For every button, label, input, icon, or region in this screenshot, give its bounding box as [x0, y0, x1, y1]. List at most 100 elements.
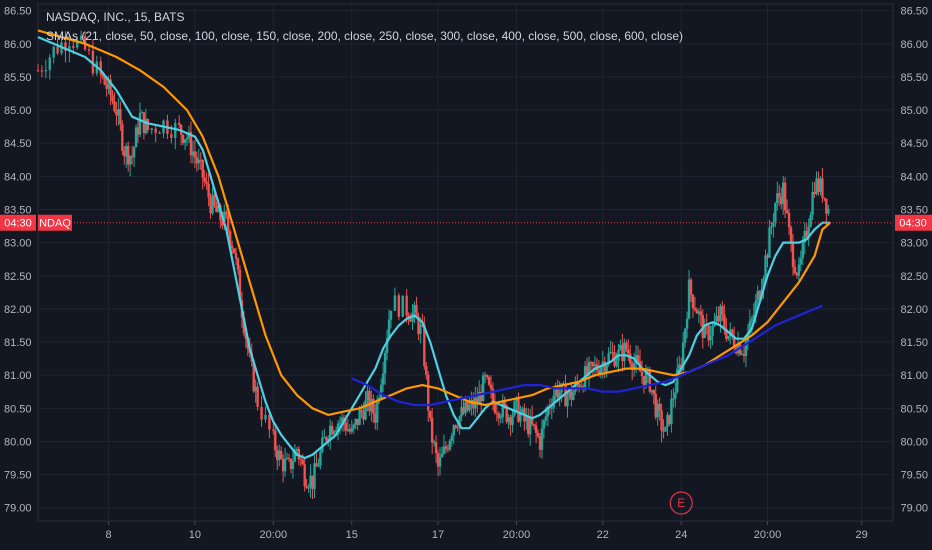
x-tick-label: 10: [189, 529, 201, 541]
price-tag-right: [895, 214, 932, 231]
candle-body: [815, 178, 818, 195]
y-tick-label-right: 86.00: [900, 39, 928, 51]
plot-area[interactable]: [37, 3, 894, 522]
candle-body: [695, 309, 699, 314]
candle-body: [252, 361, 255, 392]
candle-body: [536, 432, 540, 437]
candle-body: [791, 243, 795, 268]
candle-body: [795, 273, 799, 276]
candle-body: [566, 395, 569, 407]
y-tick-label-left: 80.50: [4, 403, 32, 415]
candle-body: [346, 429, 350, 431]
candle-body: [615, 360, 618, 367]
candle-body: [301, 459, 304, 465]
candle-body: [356, 418, 359, 425]
candle-body: [793, 267, 797, 274]
candle-body: [683, 328, 687, 343]
candle-body: [256, 386, 259, 407]
candle-body: [132, 147, 136, 158]
candle-body: [766, 255, 769, 258]
candle-body: [348, 429, 352, 432]
indicator-label[interactable]: SMAs (21, close, 50, close, 100, close, …: [46, 29, 684, 43]
candle-body: [489, 384, 493, 389]
candle-body: [383, 352, 387, 374]
candle-body: [117, 109, 120, 116]
candle-body: [813, 192, 816, 195]
candle-body: [287, 457, 291, 459]
candle-body: [503, 400, 506, 406]
candle-body: [778, 193, 781, 197]
candle-body: [678, 364, 681, 369]
candle-body: [111, 95, 114, 102]
candle-body: [83, 35, 87, 50]
candle-body: [177, 122, 181, 125]
candle-body: [762, 278, 765, 290]
y-tick-label-right: 83.50: [900, 204, 928, 216]
candle-body: [827, 209, 830, 214]
candle-body: [817, 178, 820, 192]
candle-body: [787, 213, 791, 228]
candle-body: [311, 475, 314, 489]
candle-body: [199, 159, 202, 161]
sma-line-sma-100[interactable]: [351, 304, 823, 407]
candle-body: [605, 364, 608, 372]
candle-body: [379, 384, 383, 398]
candle-body: [362, 411, 365, 420]
candle-body: [632, 362, 636, 370]
candle-body: [495, 412, 499, 414]
candle-body: [499, 417, 502, 419]
symbol-tag-label: NDAQ: [39, 218, 71, 230]
y-tick-label-left: 80.00: [4, 436, 32, 448]
candle-body: [138, 112, 142, 135]
candle-body: [670, 398, 673, 425]
earnings-marker[interactable]: [669, 491, 693, 515]
candle-body: [529, 416, 532, 435]
candle-body: [291, 461, 295, 469]
candle-body: [385, 338, 389, 353]
candle-body: [452, 425, 455, 436]
candle-body: [693, 308, 697, 310]
candle-body: [758, 291, 761, 299]
candle-body: [621, 344, 624, 362]
candle-body: [764, 255, 767, 279]
candle-body: [352, 424, 355, 429]
y-tick-label-right: 86.50: [900, 6, 928, 18]
candle-body: [546, 406, 550, 417]
candle-body: [681, 342, 685, 371]
candle-body: [40, 70, 44, 72]
y-tick-label-left: 79.00: [4, 503, 32, 515]
candle-body: [217, 205, 220, 213]
candle-body: [532, 424, 536, 426]
candle-body: [697, 311, 701, 314]
candle-body: [330, 425, 334, 435]
candle-body: [652, 389, 655, 394]
y-tick-label-right: 80.50: [900, 403, 928, 415]
candle-body: [279, 450, 283, 459]
candle-body: [723, 314, 726, 329]
candle-body: [366, 390, 369, 401]
candle-body: [625, 342, 628, 350]
candle-body: [619, 344, 622, 350]
y-tick-label-right: 83.00: [900, 238, 928, 250]
candle-body: [415, 305, 418, 317]
candle-body: [730, 329, 734, 337]
candle-body: [754, 300, 757, 315]
candle-body: [642, 376, 646, 387]
candle-body: [105, 84, 108, 89]
sma-line-sma-21[interactable]: [37, 36, 831, 460]
candle-body: [623, 342, 626, 362]
candle-body: [368, 390, 371, 412]
candle-body: [174, 122, 177, 139]
candle-body: [664, 426, 667, 432]
candle-body: [776, 193, 779, 204]
candle-body: [293, 450, 297, 462]
candle-body: [370, 398, 373, 412]
candle-body: [381, 373, 385, 385]
candle-body: [511, 414, 514, 425]
candle-body: [691, 294, 695, 309]
candle-body: [136, 127, 140, 135]
candle-body: [483, 375, 487, 377]
candle-body: [448, 440, 452, 450]
candle-body: [650, 389, 653, 392]
